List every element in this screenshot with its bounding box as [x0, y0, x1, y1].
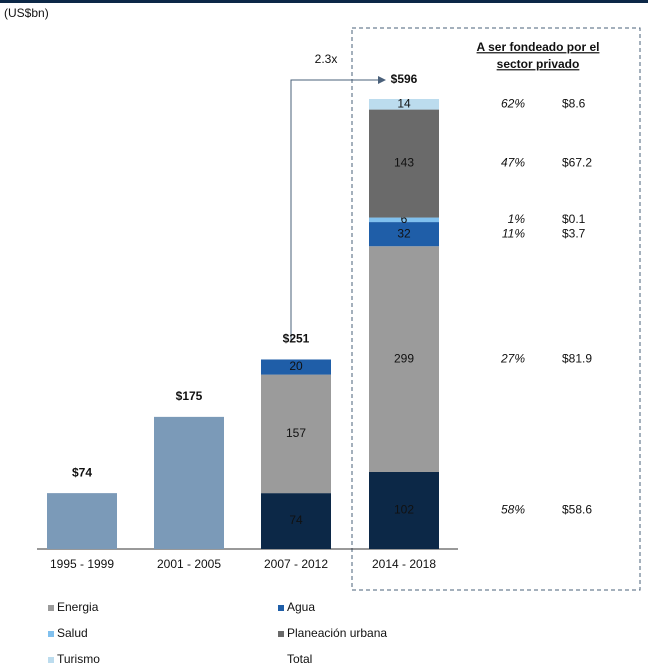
bar-segment [369, 217, 439, 223]
share: 58% [501, 503, 525, 517]
bar-segment [261, 493, 331, 549]
bar-segment [369, 222, 439, 247]
bar-segment [369, 246, 439, 472]
amount: $8.6 [562, 96, 586, 110]
legend-marker [278, 605, 284, 611]
legend-marker [278, 631, 284, 637]
legend-label: Total [287, 652, 312, 666]
share: 11% [502, 226, 525, 240]
amount: $0.1 [562, 212, 586, 226]
legend-label: Energia [57, 600, 99, 614]
bar-segment [154, 416, 224, 549]
amount: $67.2 [562, 156, 592, 170]
x-tick-label: 2007 - 2012 [264, 557, 328, 571]
segment-label: 14 [397, 96, 411, 110]
segment-label: 299 [394, 351, 414, 365]
segment-label: 32 [397, 226, 411, 240]
segment-label: 6 [401, 212, 408, 226]
bar-segment [369, 99, 439, 110]
growth-label: 2.3x [315, 52, 338, 66]
legend-marker [48, 605, 54, 611]
top-rule [0, 0, 648, 3]
share: 62% [501, 96, 525, 110]
total-label: $175 [176, 389, 203, 403]
total-label: $251 [283, 332, 310, 346]
amount: $3.7 [562, 226, 586, 240]
x-tick-label: 2014 - 2018 [372, 557, 436, 571]
legend-marker [48, 631, 54, 637]
segment-label: 74 [289, 513, 303, 527]
highlight-box [351, 27, 641, 591]
growth-arrow [290, 79, 380, 340]
table-header: sector privado [497, 57, 580, 71]
total-label: $596 [391, 72, 418, 86]
bar-segment [369, 471, 439, 549]
segment-label: 20 [289, 359, 303, 373]
bar-segment [261, 359, 331, 375]
table-header: A ser fondeado por el [477, 40, 600, 54]
legend-label: Planeación urbana [287, 626, 387, 640]
arrow-head [378, 76, 386, 84]
segment-label: 102 [394, 503, 414, 517]
share: 1% [508, 212, 526, 226]
segment-label: 143 [394, 156, 414, 170]
x-tick-label: 2001 - 2005 [157, 557, 221, 571]
share: 27% [500, 351, 525, 365]
bar-segment [369, 109, 439, 218]
legend-label: Salud [57, 626, 88, 640]
legend-label: Turismo [57, 652, 100, 666]
share: 47% [501, 156, 525, 170]
amount: $58.6 [562, 503, 592, 517]
x-tick-label: 1995 - 1999 [50, 557, 114, 571]
bar-segment [261, 374, 331, 494]
amount: $81.9 [562, 351, 592, 365]
segment-label: 157 [286, 426, 306, 440]
legend-label: Agua [287, 600, 315, 614]
total-label: $74 [72, 465, 92, 479]
unit-label: (US$bn) [4, 6, 49, 20]
bar-segment [47, 493, 117, 549]
legend-marker [48, 657, 54, 663]
